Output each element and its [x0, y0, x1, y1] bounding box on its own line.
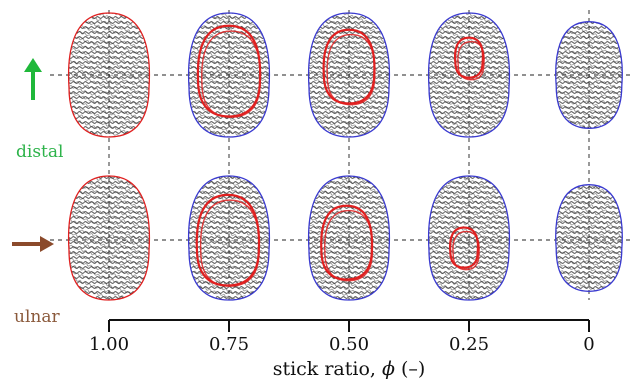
stick-region-outline-inner	[452, 230, 480, 271]
stick-region-outline-inner	[457, 40, 485, 81]
stick-region-outline	[67, 175, 151, 301]
x-tick-label: 0	[583, 334, 594, 355]
distal-label: distal	[16, 142, 63, 162]
fingerprint-ridges-overlay	[188, 176, 270, 300]
fingerprint-ridges-overlay	[308, 13, 390, 137]
fingerprint-ridges-overlay	[428, 13, 510, 137]
fingerprint-row1-col0	[67, 175, 151, 301]
stick-region-outline-inner	[324, 209, 374, 282]
x-tick-label: 0.50	[329, 334, 369, 355]
contact-boundary-outline	[307, 12, 391, 138]
stick-region-outline	[449, 226, 480, 269]
right-arrow-head-icon	[40, 236, 54, 252]
fingerprint-ridges-overlay	[68, 13, 150, 137]
x-axis-ticks: 1.00 0.75 0.50 0.25 0	[89, 320, 595, 355]
stick-region-outline-inner	[201, 30, 261, 118]
contact-boundary-outline	[307, 175, 391, 301]
up-arrow-head-icon	[24, 58, 42, 72]
ulnar-label: ulnar	[14, 307, 60, 327]
contact-boundary-outline	[555, 21, 623, 129]
fingerprint-ridges-overlay	[428, 176, 510, 300]
fingerprint-impressions	[67, 12, 623, 301]
contact-boundary-outline	[427, 175, 511, 301]
fingerprint-ridges-overlay	[555, 184, 623, 292]
fingerprint-row1-col1	[187, 175, 271, 301]
x-tick-label: 0.25	[449, 334, 489, 355]
fingerprint-row1-col2	[307, 175, 391, 301]
contact-boundary-outline	[427, 12, 511, 138]
x-axis: 1.00 0.75 0.50 0.25 0 stick ratio, ϕ (–)	[89, 319, 595, 380]
stick-region-outline-inner	[326, 33, 376, 106]
x-tick-label: 0.75	[209, 334, 249, 355]
distal-indicator: distal	[16, 58, 63, 162]
fingerprint-row1-col3	[427, 175, 511, 301]
fingerprint-ridges-overlay	[555, 21, 623, 129]
fingerprint-row0-col2	[307, 12, 391, 138]
x-axis-label: stick ratio, ϕ (–)	[273, 358, 426, 380]
fingerprint-ridges-overlay	[68, 176, 150, 300]
x-tick-label: 1.00	[89, 334, 129, 355]
fingerprint-row0-col3	[427, 12, 511, 138]
contact-boundary-outline	[187, 175, 271, 301]
ulnar-indicator: ulnar	[12, 236, 60, 327]
fingerprint-row1-col4	[555, 184, 623, 292]
contact-boundary-outline	[187, 12, 271, 138]
stick-region-outline-inner	[199, 199, 260, 287]
fingerprint-row0-col0	[67, 12, 151, 138]
fingerprint-row0-col4	[555, 21, 623, 129]
fingerprint-row0-col1	[187, 12, 271, 138]
contact-boundary-outline	[555, 184, 623, 292]
stick-region-outline	[67, 12, 151, 138]
stick-region-outline	[453, 36, 485, 79]
